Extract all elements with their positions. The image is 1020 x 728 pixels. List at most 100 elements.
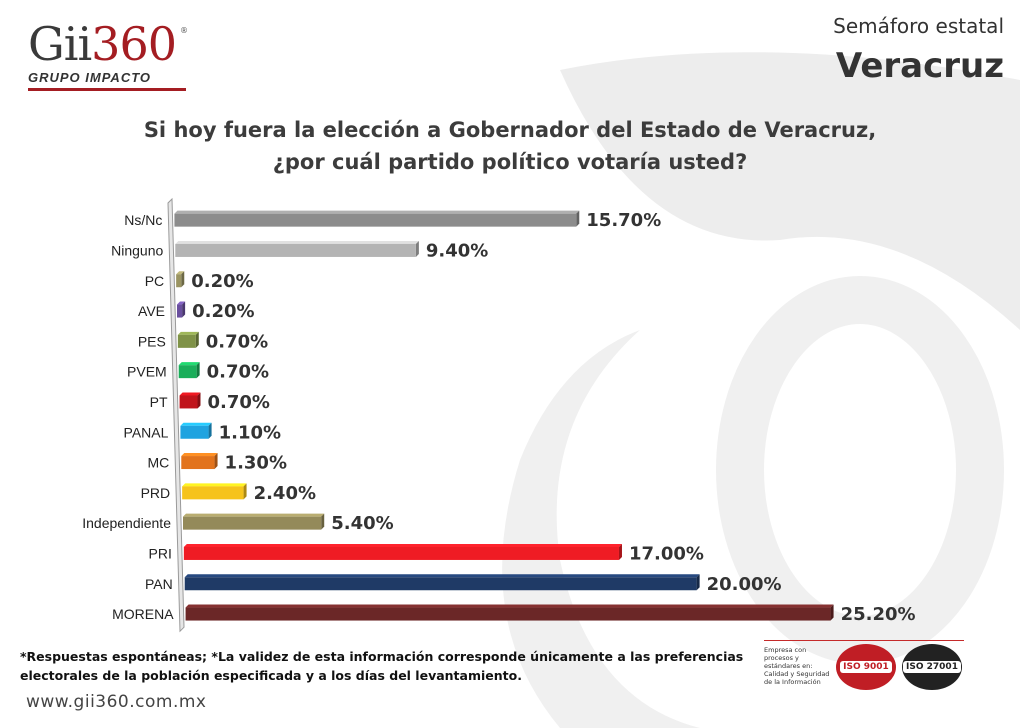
logo-wordmark: Gii360 (28, 17, 177, 71)
chart-title-line1: Si hoy fuera la elección a Gobernador de… (143, 118, 877, 142)
bar-group-morena (185, 604, 834, 621)
bar-top-face (177, 331, 199, 335)
bar-side-face (208, 422, 212, 439)
category-label: Ns/Nc (124, 212, 162, 228)
bar-top-face (179, 392, 201, 396)
bar-side-face (830, 604, 834, 621)
bar-group-prd (182, 483, 247, 500)
category-label: PAN (145, 576, 173, 592)
bar-group-independiente (183, 513, 325, 530)
bar-top-face (177, 301, 186, 305)
value-label: 0.20% (191, 271, 253, 292)
bar (177, 304, 183, 318)
bar-top-face (182, 483, 247, 487)
iso27001-badge: ISO 27001 (902, 644, 962, 690)
bar-group-pes (177, 331, 199, 348)
bar-side-face (182, 301, 186, 318)
bar (182, 486, 244, 500)
bar-top-face (183, 543, 622, 547)
category-label: PT (150, 394, 168, 410)
bar-group-pvem (178, 362, 200, 379)
bar (179, 395, 198, 409)
bar-top-face (185, 604, 834, 608)
category-label: MC (148, 455, 170, 471)
certification-text: Empresa con procesos y estándares en: Ca… (764, 646, 830, 686)
bar-side-face (214, 453, 218, 470)
chart-title: Si hoy fuera la elección a Gobernador de… (80, 114, 940, 178)
category-label: PVEM (127, 364, 167, 380)
bar-group-pri (183, 543, 622, 560)
logo-number: 360 (91, 17, 177, 71)
bar (180, 425, 209, 439)
bar-side-face (181, 271, 185, 288)
value-label: 1.30% (225, 453, 287, 474)
value-label: 5.40% (331, 513, 393, 534)
certification-divider (764, 640, 964, 641)
y-axis-wall (167, 197, 185, 633)
value-label: 1.10% (219, 422, 281, 443)
value-label: 0.70% (206, 331, 268, 352)
bar (183, 546, 619, 560)
value-label: 0.70% (207, 392, 269, 413)
bar-top-face (184, 574, 700, 578)
bar-side-face (696, 574, 700, 591)
value-label: 9.40% (426, 240, 488, 261)
iso9001-label: ISO 9001 (840, 661, 892, 673)
category-label: PRD (141, 485, 171, 501)
category-label: PANAL (124, 424, 169, 440)
bar (181, 456, 215, 470)
bar (177, 334, 196, 348)
category-label: Independiente (82, 515, 171, 531)
bar-top-face (183, 513, 325, 517)
iso27001-label: ISO 27001 (903, 661, 961, 673)
bar (184, 577, 697, 591)
bar-side-face (576, 210, 580, 227)
website-link[interactable]: www.gii360.com.mx (26, 692, 207, 712)
bar-top-face (181, 453, 218, 457)
header-subtitle: Semáforo estatal (833, 14, 1004, 38)
category-label: PES (138, 333, 166, 349)
category-label: MORENA (112, 606, 174, 622)
footnote-line2: electorales de la población especificada… (20, 668, 522, 683)
bar-group-ave (177, 301, 186, 318)
chart-title-line2: ¿por cuál partido político votaría usted… (272, 150, 748, 174)
bar-top-face (175, 240, 419, 244)
category-label: PRI (149, 545, 172, 561)
company-logo: Gii360 ® GRUPO IMPACTO (22, 18, 192, 92)
bar-group-pt (179, 392, 201, 409)
header-state: Veracruz (835, 46, 1004, 86)
bar-top-face (176, 271, 185, 275)
category-label: Ninguno (111, 242, 163, 258)
bar-side-face (415, 240, 419, 257)
bar-side-face (197, 392, 201, 409)
bar-group-ns-nc (174, 210, 580, 227)
bar-group-pc (176, 271, 185, 288)
value-label: 0.20% (192, 301, 254, 322)
bar-group-pan (184, 574, 700, 591)
bar-top-face (180, 422, 212, 426)
logo-subtitle: GRUPO IMPACTO (28, 70, 152, 85)
value-label: 0.70% (207, 362, 269, 383)
category-label: PC (145, 273, 164, 289)
value-label: 25.20% (841, 604, 916, 625)
bar (175, 243, 416, 257)
iso9001-badge: ISO 9001 (836, 644, 896, 690)
bar-side-face (321, 513, 325, 530)
bar (178, 365, 197, 379)
bar-side-face (195, 331, 199, 348)
bar-top-face (178, 362, 200, 366)
logo-underline (28, 88, 186, 91)
bar-chart: Ns/Nc 15.70% Ninguno 9.40% PC 0.20% AVE 0.20% PE… (82, 197, 916, 633)
category-label: AVE (138, 303, 165, 319)
bar-group-ninguno (175, 240, 419, 257)
bar-side-face (196, 362, 200, 379)
value-label: 20.00% (707, 574, 782, 595)
registered-mark: ® (180, 26, 188, 35)
bar (174, 213, 577, 227)
footnote-line1: *Respuestas espontáneas; *La validez de … (20, 649, 744, 664)
bar-side-face (618, 543, 622, 560)
bar-group-panal (180, 422, 212, 439)
bar-group-mc (181, 453, 218, 470)
bar-side-face (243, 483, 247, 500)
certification-block: Empresa con procesos y estándares en: Ca… (764, 640, 964, 692)
